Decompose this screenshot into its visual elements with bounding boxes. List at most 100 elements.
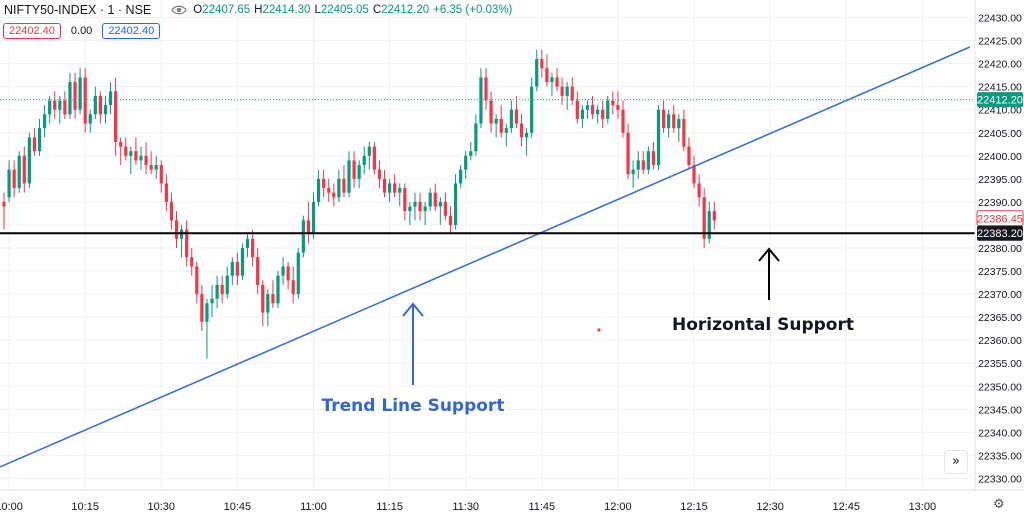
candle-body	[601, 109, 605, 119]
candle-body	[2, 201, 6, 207]
price-tick-label: 22405.00	[978, 128, 1022, 140]
candle	[469, 141, 473, 161]
sell-price-button[interactable]: 22402.40	[3, 23, 61, 39]
price-tick-label: 22395.00	[978, 174, 1022, 186]
last-price-tag-label: 22412.20	[977, 95, 1023, 107]
candle-body	[296, 252, 300, 295]
candle-body	[37, 128, 42, 152]
candle-body	[342, 178, 346, 193]
candle	[367, 141, 371, 170]
current-price-tag: 22386.45	[976, 210, 1024, 227]
candle-body	[418, 201, 422, 212]
candle-body	[702, 197, 706, 239]
candle-body	[195, 266, 199, 295]
candle-body	[68, 82, 72, 115]
candle	[296, 247, 300, 299]
horizontal-annotation-arrow	[758, 247, 780, 300]
candle	[504, 123, 508, 147]
candle-body	[306, 220, 311, 235]
candle	[93, 86, 97, 119]
trend-annotation-arrow	[402, 302, 424, 385]
candle-body	[93, 95, 97, 115]
candle-body	[535, 59, 539, 87]
candle	[550, 72, 554, 96]
candle	[230, 257, 234, 285]
candle	[514, 95, 519, 129]
candle	[702, 188, 706, 248]
candle	[601, 100, 605, 129]
candle-body	[433, 192, 437, 207]
candle	[388, 178, 392, 202]
candle-body	[494, 118, 498, 124]
candle	[322, 169, 326, 198]
candle	[7, 160, 11, 202]
candle-body	[484, 77, 488, 101]
symbol-label[interactable]: NIFTY50-INDEX · 1 · NSE	[4, 3, 152, 17]
candle-body	[504, 128, 508, 133]
price-tick-label: 22330.00	[978, 473, 1022, 485]
candle	[134, 137, 138, 166]
candle-body	[459, 169, 463, 184]
candle-body	[251, 238, 255, 258]
candle-body	[560, 86, 564, 96]
candle-body	[149, 165, 153, 170]
scroll-to-realtime-button[interactable]: »	[944, 450, 968, 474]
settings-gear-icon[interactable]: ⚙	[993, 497, 1005, 512]
trend-line-support[interactable]	[0, 46, 971, 468]
candle-body	[311, 201, 316, 235]
candle-body	[7, 169, 11, 198]
eye-icon[interactable]	[171, 4, 187, 16]
candle	[616, 91, 620, 119]
candle-body	[291, 280, 295, 295]
candle	[459, 165, 463, 189]
candle	[423, 201, 427, 225]
price-tick-label: 22420.00	[978, 59, 1022, 71]
candle-body	[88, 114, 92, 124]
candle	[124, 137, 128, 161]
candle-body	[514, 109, 519, 124]
candle	[611, 91, 615, 115]
candle-body	[626, 132, 630, 175]
price-tick-label: 22350.00	[978, 381, 1022, 393]
candle	[413, 192, 417, 221]
candle	[565, 82, 569, 110]
candle	[103, 95, 108, 124]
candle-body	[58, 100, 62, 110]
candle	[139, 146, 143, 170]
time-tick-label: 10:30	[148, 501, 176, 513]
candle	[433, 183, 437, 212]
candle	[301, 215, 305, 258]
candle-body	[479, 77, 483, 124]
candle-body	[524, 132, 529, 138]
candle	[448, 206, 453, 235]
candle	[159, 160, 163, 193]
candle-body	[677, 118, 681, 129]
candle	[535, 49, 539, 92]
grid-lines	[0, 0, 975, 490]
candle-body	[230, 261, 234, 276]
spread-value: 0.00	[70, 25, 93, 37]
candle	[438, 197, 442, 225]
candle-body	[631, 169, 635, 175]
candle	[83, 68, 87, 133]
candle-body	[651, 151, 656, 166]
candle	[291, 266, 295, 304]
candle-body	[428, 192, 432, 207]
candle-body	[667, 114, 671, 129]
time-tick-label: 13:00	[909, 501, 937, 513]
candle	[646, 146, 650, 175]
candle-body	[382, 178, 387, 193]
candle-body	[225, 275, 229, 295]
candle-body	[316, 178, 321, 202]
price-tick-label: 22335.00	[978, 450, 1022, 462]
candle	[2, 192, 6, 230]
time-tick-label: 11:15	[376, 501, 403, 513]
buy-price-button[interactable]: 22402.40	[102, 23, 161, 39]
candle	[656, 105, 661, 170]
candle	[677, 114, 681, 142]
candle	[408, 201, 412, 225]
candle-body	[362, 155, 366, 166]
price-tick-label: 22425.00	[978, 36, 1022, 48]
change-value: +6.35 (+0.03%)	[433, 4, 513, 16]
